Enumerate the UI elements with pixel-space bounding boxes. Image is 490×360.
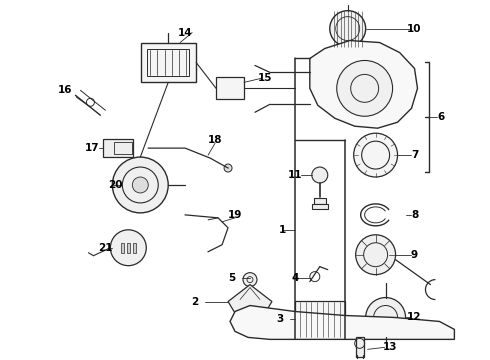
Circle shape [354, 133, 397, 177]
Text: 8: 8 [411, 210, 418, 220]
Text: 19: 19 [228, 210, 242, 220]
Text: 20: 20 [108, 180, 122, 190]
Text: 4: 4 [291, 273, 298, 283]
Text: 3: 3 [276, 314, 284, 324]
Circle shape [224, 164, 232, 172]
Bar [114, 142, 132, 154]
Bar [127, 243, 130, 253]
Polygon shape [228, 285, 272, 321]
Polygon shape [310, 41, 417, 128]
Text: 1: 1 [279, 225, 287, 235]
Text: 2: 2 [192, 297, 199, 306]
Text: 6: 6 [438, 112, 445, 122]
Circle shape [110, 230, 147, 266]
Circle shape [312, 167, 328, 183]
Bar [312, 204, 328, 210]
Circle shape [132, 177, 148, 193]
Bar [147, 49, 189, 76]
Circle shape [330, 11, 366, 46]
Text: 17: 17 [85, 143, 100, 153]
Text: 21: 21 [98, 243, 113, 253]
Text: 13: 13 [382, 342, 397, 352]
Circle shape [356, 235, 395, 275]
Text: 11: 11 [288, 170, 302, 180]
Bar [216, 77, 244, 99]
Circle shape [243, 273, 257, 287]
Bar [314, 198, 326, 204]
Circle shape [112, 157, 168, 213]
Bar [141, 42, 196, 82]
Bar [103, 139, 133, 157]
Bar [356, 337, 364, 357]
Text: 9: 9 [411, 250, 418, 260]
Text: 7: 7 [411, 150, 418, 160]
Circle shape [366, 298, 406, 337]
Bar [133, 243, 136, 253]
Text: 18: 18 [208, 135, 222, 145]
Text: 16: 16 [58, 85, 73, 95]
Circle shape [337, 60, 392, 116]
Text: 5: 5 [228, 273, 236, 283]
Bar [121, 243, 124, 253]
Text: 10: 10 [407, 24, 422, 33]
Bar [295, 301, 345, 338]
Text: 15: 15 [258, 73, 272, 84]
Text: 14: 14 [178, 28, 193, 37]
Polygon shape [230, 306, 454, 339]
Text: 12: 12 [407, 312, 422, 323]
